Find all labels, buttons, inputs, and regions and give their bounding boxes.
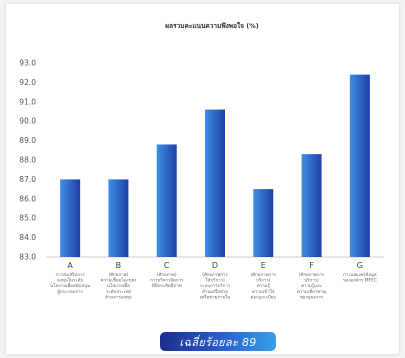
bar-d [205,109,225,257]
chart-title: ผลรวมคะแนนความพึงพอใจ (%) [165,21,258,30]
bar-f [301,154,322,257]
y-tick-label: 88.0 [19,156,36,165]
x-category-description: การบริหารจัดการ [150,278,184,284]
y-tick-label: 83.0 [19,253,36,262]
x-category-description: ลงทุนในระดับ [57,278,83,284]
x-category-label: C [164,261,170,270]
x-category-description: นโยบายเพื่อสนับสนุน [50,282,90,289]
x-category-description: ของบุคลากร [300,294,324,300]
x-category-description: ระบบการบริการ [200,283,231,289]
x-category-label: D [212,261,218,270]
x-category-description: การเผยแพร่ข้อมูล [343,272,377,278]
y-tick-label: 87.0 [19,175,36,184]
x-category-description: (ศักยภาพการ [251,272,277,278]
chart-card: ผลรวมคะแนนความพึงพอใจ (%) 93.0 92.0 91.0 90… [6,4,399,354]
x-category-label: B [116,261,122,270]
average-badge: เฉลี่ยร้อยละ 89 [160,332,276,351]
y-tick-label: 93.0 [19,59,36,68]
y-tick-label: 90.0 [19,117,36,126]
x-category-description: ระดับประเทศ [106,289,131,295]
x-category-description: (ศักยภาพ) [157,272,177,278]
x-category-description: บริการ) [304,278,319,284]
y-tick-label: 86.0 [19,194,36,203]
x-axis: A การส่งเสริมการลงทุนในระดับนโยบายเพื่อสน… [50,261,377,300]
bars [60,74,370,257]
x-category-description: ที่มีประสิทธิภาพ [152,282,182,289]
x-category-label: E [261,261,266,270]
x-category-description: ด้านการลงทุน [105,294,132,300]
x-category-description: ความรู้ [257,283,271,289]
x-category-label: A [67,261,73,270]
bar-c [156,144,177,257]
x-category-description: ความเชื่อมโยงของ [101,277,137,284]
x-category-description: (ศักยภาพ) [109,272,129,278]
x-category-label: G [357,261,363,270]
x-category-description: ความเข้าใจ [252,289,275,295]
x-category-description: ต่อกฎระเบียบ [251,294,277,300]
y-tick-label: 91.0 [19,97,36,106]
x-category-description: ด้านเครือข่าย [202,288,228,295]
x-category-description: ให้บริการ) [205,278,225,284]
y-tick-label: 89.0 [19,136,36,145]
x-category-label: F [309,261,314,270]
x-category-description: ความรู้และ [301,283,322,289]
x-category-description: ผู้ประกอบการ [57,289,83,295]
bar-e [253,189,274,257]
x-category-description: ขององค์กร MFEC [343,278,377,284]
bar-chart: ผลรวมคะแนนความพึงพอใจ (%) 93.0 92.0 91.0 90… [19,21,384,300]
x-category-description: บริการ) [256,278,271,284]
x-category-description: การส่งเสริมการ [56,272,86,278]
x-category-description: ความเชี่ยวชาญ [297,288,327,295]
y-tick-label: 85.0 [19,214,36,223]
bar-a [60,179,81,257]
x-category-description: เครือข่ายภายใน [200,293,231,300]
average-label: เฉลี่ยร้อยละ 89 [179,335,257,349]
bar-g [349,74,370,257]
y-tick-label: 92.0 [19,78,36,87]
bar-b [108,179,129,257]
x-category-description: (ศักยภาพการ [299,272,325,278]
y-axis: 93.0 92.0 91.0 90.0 89.0 88.0 87.0 86.0 85.0 84.0… [19,59,36,262]
x-category-description: นโยบายเพื่อ [107,282,130,289]
x-category-description: (ศักยภาพการ [202,272,228,278]
y-tick-label: 84.0 [19,233,36,242]
